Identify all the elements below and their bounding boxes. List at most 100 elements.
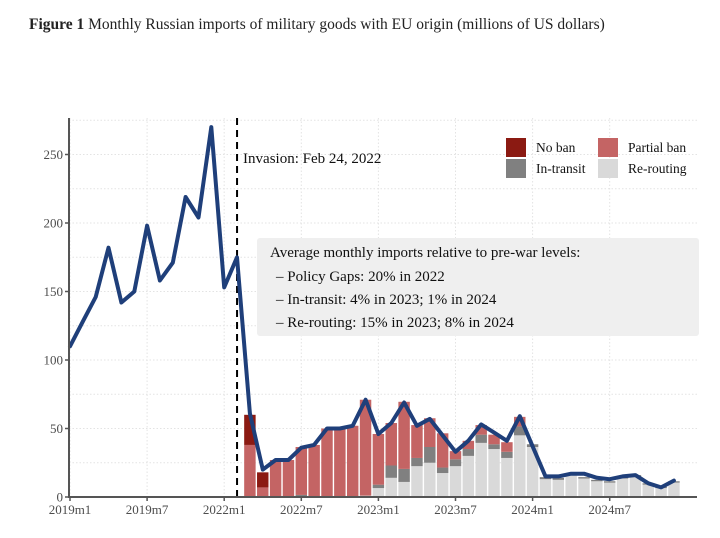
bar-re-routing (668, 482, 680, 497)
bar-re-routing (411, 466, 423, 497)
bar-partial-ban (424, 418, 436, 447)
bar-re-routing (526, 446, 539, 497)
bar-partial-ban (488, 434, 500, 445)
bar-in-transit (462, 449, 475, 456)
bar-partial-ban (359, 399, 372, 496)
bar-re-routing (449, 466, 462, 497)
bar-re-routing (424, 462, 436, 497)
total-imports-line (68, 125, 676, 490)
legend-swatch-no-ban (506, 138, 526, 157)
bar-partial-ban (257, 487, 269, 497)
bar-re-routing (488, 449, 500, 497)
bar-partial-ban (449, 451, 462, 460)
axes: 0 50 100 150 200 250 2019m1 2019m7 2022m1 2022m7 2… (44, 118, 697, 517)
x-tick-label: 2022m7 (280, 502, 323, 517)
bar-no-ban (244, 414, 256, 445)
y-tick-label: 200 (44, 216, 64, 231)
bar-partial-ban (321, 428, 333, 497)
bar-re-routing (475, 442, 487, 497)
bar-partial-ban (398, 401, 410, 469)
bar-in-transit (488, 444, 500, 450)
invasion-label: Invasion: Feb 24, 2022 (243, 151, 381, 167)
bar-re-routing (578, 478, 590, 497)
bar-partial-ban (501, 442, 513, 452)
legend-swatch-partial-ban (598, 138, 618, 157)
bar-in-transit (411, 457, 423, 467)
bar-re-routing (552, 479, 565, 497)
bar-partial-ban (514, 416, 526, 427)
bar-in-transit (475, 434, 487, 443)
annotation-line-policy-gaps: – Policy Gaps: 20% in 2022 (275, 269, 445, 285)
bar-in-transit (424, 446, 436, 463)
legend-label-in-transit: In-transit (536, 161, 586, 176)
bar-in-transit (449, 459, 462, 467)
bar-partial-ban (462, 440, 475, 450)
x-tick-label: 2019m7 (126, 502, 169, 517)
bar-re-routing (616, 478, 629, 497)
bar-partial-ban (295, 446, 308, 495)
bar-re-routing (629, 476, 642, 497)
bar-partial-ban (334, 428, 346, 497)
figure-label: Figure 1 (29, 16, 85, 33)
bar-in-transit (591, 479, 603, 482)
bar-no-ban (257, 472, 269, 488)
bar-in-transit (501, 451, 513, 458)
bar-partial-ban (411, 425, 423, 458)
y-tick-label: 50 (50, 421, 63, 436)
y-tick-label: 0 (57, 490, 64, 505)
legend: No ban Partial ban In-transit Re-routing (506, 138, 687, 178)
annotation-box: Average monthly imports relative to pre-… (257, 238, 699, 336)
line-total-imports (68, 125, 676, 490)
bar-partial-ban (346, 425, 359, 497)
x-tick-label: 2019m1 (49, 502, 92, 517)
bar-partial-ban (372, 433, 385, 485)
bar-re-routing (436, 473, 449, 497)
x-tick-label: 2022m1 (203, 502, 246, 517)
bar-re-routing (385, 477, 397, 497)
x-tick-label: 2024m1 (511, 502, 554, 517)
bar-partial-ban (244, 444, 256, 497)
legend-label-partial-ban: Partial ban (628, 140, 686, 155)
bar-re-routing (565, 474, 577, 497)
x-tick-label: 2023m7 (434, 502, 477, 517)
x-tick-label: 2024m7 (588, 502, 631, 517)
bar-re-routing (501, 457, 513, 497)
bars (244, 399, 680, 497)
annotation-title: Average monthly imports relative to pre-… (270, 245, 580, 261)
bar-in-transit (603, 481, 616, 483)
bar-re-routing (603, 482, 616, 497)
bar-in-transit (398, 468, 410, 482)
bar-partial-ban (475, 425, 487, 435)
legend-label-no-ban: No ban (536, 140, 576, 155)
annotation-box-background (257, 238, 699, 336)
legend-label-re-routing: Re-routing (628, 161, 687, 176)
legend-swatch-re-routing (598, 159, 618, 178)
figure-caption-text: Monthly Russian imports of military good… (84, 16, 605, 33)
bar-re-routing (591, 481, 603, 497)
bar-re-routing (398, 481, 410, 497)
bar-partial-ban (282, 460, 295, 497)
figure-caption: Figure 1 Monthly Russian imports of mili… (29, 10, 699, 40)
bar-partial-ban (269, 460, 282, 497)
y-tick-label: 250 (44, 147, 64, 162)
bar-re-routing (655, 488, 667, 497)
bar-partial-ban (436, 433, 449, 468)
annotation-line-in-transit: – In-transit: 4% in 2023; 1% in 2024 (275, 292, 497, 308)
bar-re-routing (372, 488, 385, 497)
y-tick-label: 150 (44, 284, 64, 299)
x-tick-label: 2023m1 (357, 502, 400, 517)
invasion-marker: Invasion: Feb 24, 2022 (236, 118, 381, 497)
bar-re-routing (642, 484, 654, 497)
annotation-line-re-routing: – Re-routing: 15% in 2023; 8% in 2024 (275, 315, 514, 331)
bar-in-transit (372, 484, 385, 489)
bar-re-routing (514, 435, 526, 497)
y-tick-label: 100 (44, 353, 64, 368)
bar-in-transit (295, 494, 308, 497)
bar-in-transit (578, 477, 590, 479)
bar-in-transit (514, 426, 526, 436)
bar-in-transit (436, 467, 449, 474)
bar-partial-ban (385, 423, 397, 466)
bar-in-transit (552, 477, 565, 480)
bar-partial-ban (308, 444, 320, 497)
